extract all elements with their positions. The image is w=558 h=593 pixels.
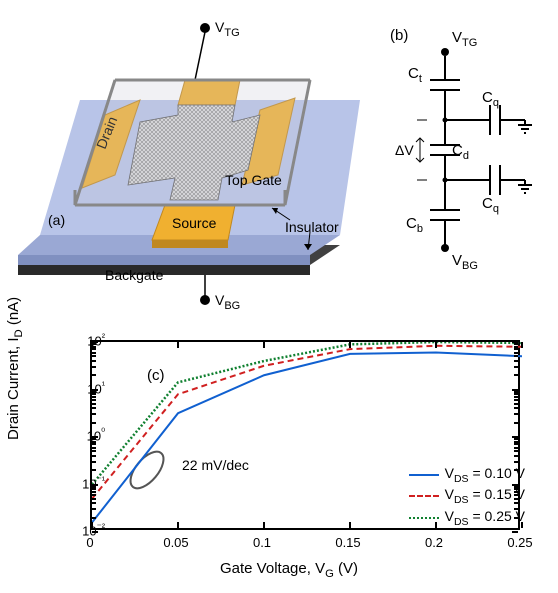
- panel-c-label: (c): [147, 367, 165, 384]
- legend-item: VDS = 0.10 V: [409, 465, 525, 485]
- panel-b-circuit: (b) VTG Ct: [380, 10, 548, 320]
- legend-item: VDS = 0.15 V: [409, 486, 525, 506]
- chart-legend: VDS = 0.10 V VDS = 0.15 V VDS = 0.25 V: [409, 465, 525, 530]
- slope-annotation: 22 mV/dec: [182, 457, 249, 473]
- panel-c-chart: Drain Current, ID (nA) Gate Voltage, VG …: [20, 330, 540, 580]
- svg-text:(b): (b): [390, 27, 408, 44]
- svg-text:VBG: VBG: [215, 292, 240, 312]
- svg-text:VBG: VBG: [452, 252, 478, 272]
- svg-text:Backgate: Backgate: [105, 267, 164, 283]
- svg-text:ΔV: ΔV: [395, 142, 414, 158]
- y-axis-label: Drain Current, ID (nA): [5, 297, 25, 440]
- svg-text:VTG: VTG: [452, 29, 477, 49]
- top-panel-row: VTG Backgate Source Drain: [10, 10, 548, 320]
- panel-a-device-schematic: VTG Backgate Source Drain: [10, 10, 380, 320]
- svg-text:Insulator: Insulator: [285, 219, 339, 235]
- svg-text:Top Gate: Top Gate: [225, 172, 282, 188]
- svg-text:VTG: VTG: [215, 19, 240, 39]
- svg-text:(a): (a): [48, 212, 65, 228]
- circuit-svg: (b) VTG Ct: [380, 10, 548, 320]
- legend-item: VDS = 0.25 V: [409, 508, 525, 528]
- figure-container: VTG Backgate Source Drain: [10, 10, 548, 580]
- x-axis-label: Gate Voltage, VG (V): [220, 560, 358, 580]
- svg-text:Cq: Cq: [482, 195, 499, 215]
- device-3d-svg: VTG Backgate Source Drain: [10, 10, 380, 320]
- svg-text:Cb: Cb: [406, 215, 423, 235]
- svg-text:Source: Source: [172, 215, 217, 231]
- svg-text:Cd: Cd: [452, 142, 469, 162]
- svg-text:Ct: Ct: [408, 65, 422, 85]
